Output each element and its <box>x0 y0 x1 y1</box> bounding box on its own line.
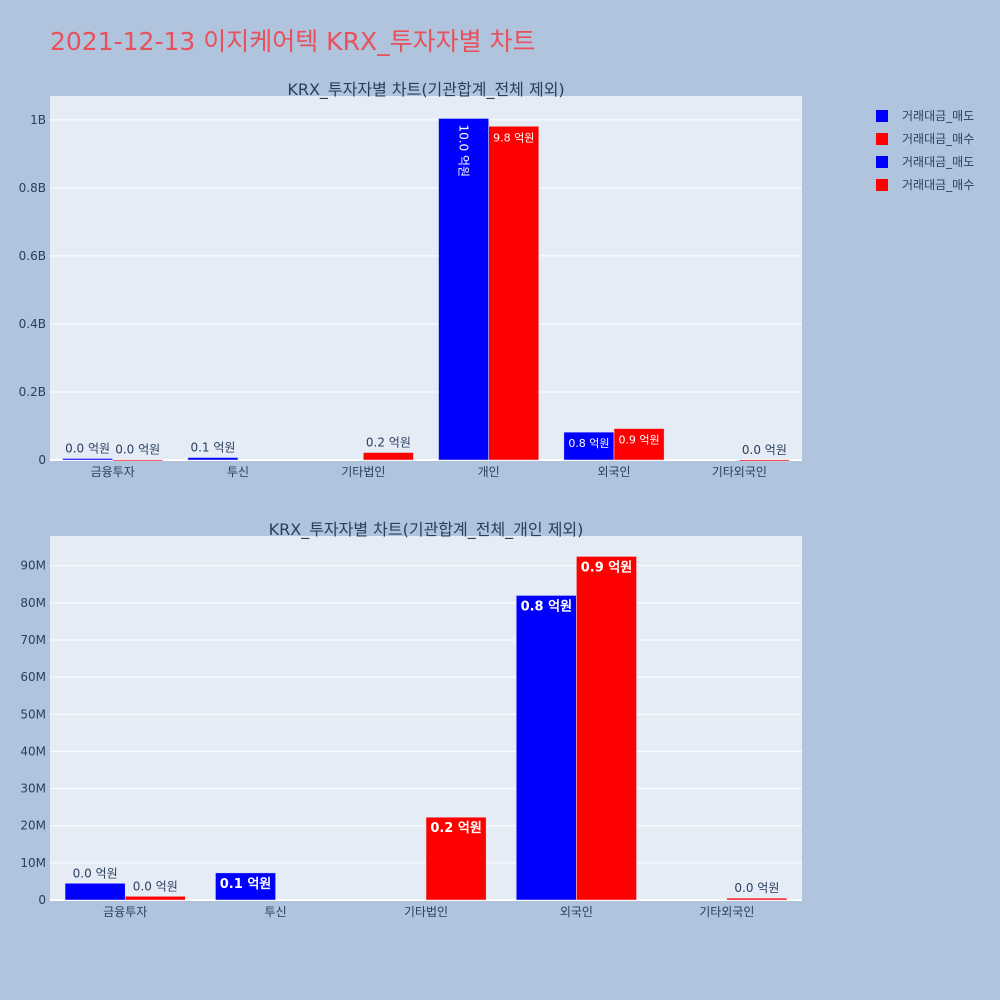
data-label: 10.0 억원 <box>457 124 471 177</box>
x-tick-label: 외국인 <box>560 905 593 919</box>
bar-sell <box>187 457 239 461</box>
legend-item-buy-2[interactable]: 거래대금_매수 <box>876 173 974 196</box>
data-label: 0.1 억원 <box>190 441 235 455</box>
data-label: 0.9 억원 <box>581 560 632 575</box>
bar-buy <box>739 459 790 462</box>
y-tick-label: 30M <box>20 782 46 796</box>
legend-label-buy-2: 거래대금_매수 <box>902 178 975 192</box>
legend-swatch-sell-1 <box>876 109 888 122</box>
x-tick-label: 외국인 <box>597 465 630 479</box>
y-tick-label: 50M <box>20 707 46 721</box>
y-tick-label: 0 <box>38 453 46 467</box>
bar-sell <box>62 458 113 461</box>
y-tick-label: 0.4B <box>19 317 46 331</box>
data-label: 0.2 억원 <box>366 436 411 450</box>
legend[interactable]: 거래대금_매도 거래대금_매수 거래대금_매도 거래대금_매수 <box>876 104 974 196</box>
bar-buy <box>425 816 487 901</box>
legend-item-buy-1[interactable]: 거래대금_매수 <box>876 127 974 150</box>
data-label: 0.0 억원 <box>742 443 787 457</box>
bar-sell <box>64 883 126 901</box>
y-tick-label: 0.2B <box>19 385 46 399</box>
bar-buy <box>576 556 637 901</box>
y-tick-label: 0 <box>38 893 46 907</box>
bar-sell <box>563 431 615 461</box>
legend-swatch-buy-1 <box>876 132 888 145</box>
bar-buy <box>726 897 788 901</box>
x-tick-label: 기타법인 <box>341 465 385 479</box>
chart-top-all-investors: KRX_투자자별 차트(기관합계_전체 제외) 0 0.2B 0.4B 0.6B 0.8B… <box>19 80 802 479</box>
bar-buy <box>112 459 164 462</box>
data-label: 0.8 억원 <box>521 599 572 614</box>
x-tick-label: 투신 <box>265 905 287 919</box>
y-tick-label: 10M <box>20 856 46 870</box>
y-tick-label: 0.8B <box>19 181 46 195</box>
y-tick-label: 90M <box>20 559 46 573</box>
data-label: 0.2 억원 <box>430 821 481 836</box>
x-tick-label: 기타외국인 <box>699 905 754 919</box>
y-tick-label: 0.6B <box>19 249 46 263</box>
x-tick-label: 기타법인 <box>404 905 448 919</box>
data-label: 9.8 억원 <box>493 131 534 144</box>
x-tick-label: 투신 <box>227 465 249 479</box>
chart-title: KRX_투자자별 차트(기관합계_전체_개인 제외) <box>269 520 584 540</box>
page-title: 2021-12-13 이지케어텍 KRX_투자자별 차트 <box>50 27 536 56</box>
data-label: 0.0 억원 <box>115 443 160 457</box>
x-tick-label: 금융투자 <box>91 465 135 479</box>
legend-item-sell-1[interactable]: 거래대금_매도 <box>876 104 974 127</box>
data-label: 0.9 억원 <box>618 434 659 447</box>
bar-sell <box>215 872 276 901</box>
y-tick-label: 80M <box>20 596 46 610</box>
y-tick-label: 40M <box>20 744 46 758</box>
data-label: 0.0 억원 <box>734 881 779 895</box>
legend-swatch-sell-2 <box>876 155 888 168</box>
bar-buy <box>488 126 540 461</box>
legend-item-sell-2[interactable]: 거래대금_매도 <box>876 150 974 173</box>
data-label: 0.0 억원 <box>73 866 118 880</box>
legend-label-sell-2: 거래대금_매도 <box>902 155 975 169</box>
x-tick-label: 개인 <box>478 465 500 479</box>
bar-sell <box>515 595 577 901</box>
x-tick-label: 기타외국인 <box>712 465 767 479</box>
legend-swatch-buy-2 <box>876 178 888 191</box>
legend-label-sell-1: 거래대금_매도 <box>902 109 975 123</box>
y-tick-label: 1B <box>30 113 46 127</box>
bar-sell <box>438 118 489 461</box>
data-label: 0.0 억원 <box>133 879 178 893</box>
data-label: 0.8 억원 <box>568 437 609 450</box>
y-tick-label: 20M <box>20 819 46 833</box>
y-tick-label: 60M <box>20 670 46 684</box>
bar-buy <box>124 896 186 901</box>
y-tick-label: 70M <box>20 633 46 647</box>
x-tick-label: 금융투자 <box>103 905 147 919</box>
data-label: 0.1 억원 <box>220 877 271 892</box>
chart-title: KRX_투자자별 차트(기관합계_전체 제외) <box>287 80 564 100</box>
plot-area <box>50 96 802 460</box>
data-label: 0.0 억원 <box>65 441 110 455</box>
legend-label-buy-1: 거래대금_매수 <box>902 132 975 146</box>
bar-buy <box>363 452 414 461</box>
bar-buy <box>613 428 665 461</box>
